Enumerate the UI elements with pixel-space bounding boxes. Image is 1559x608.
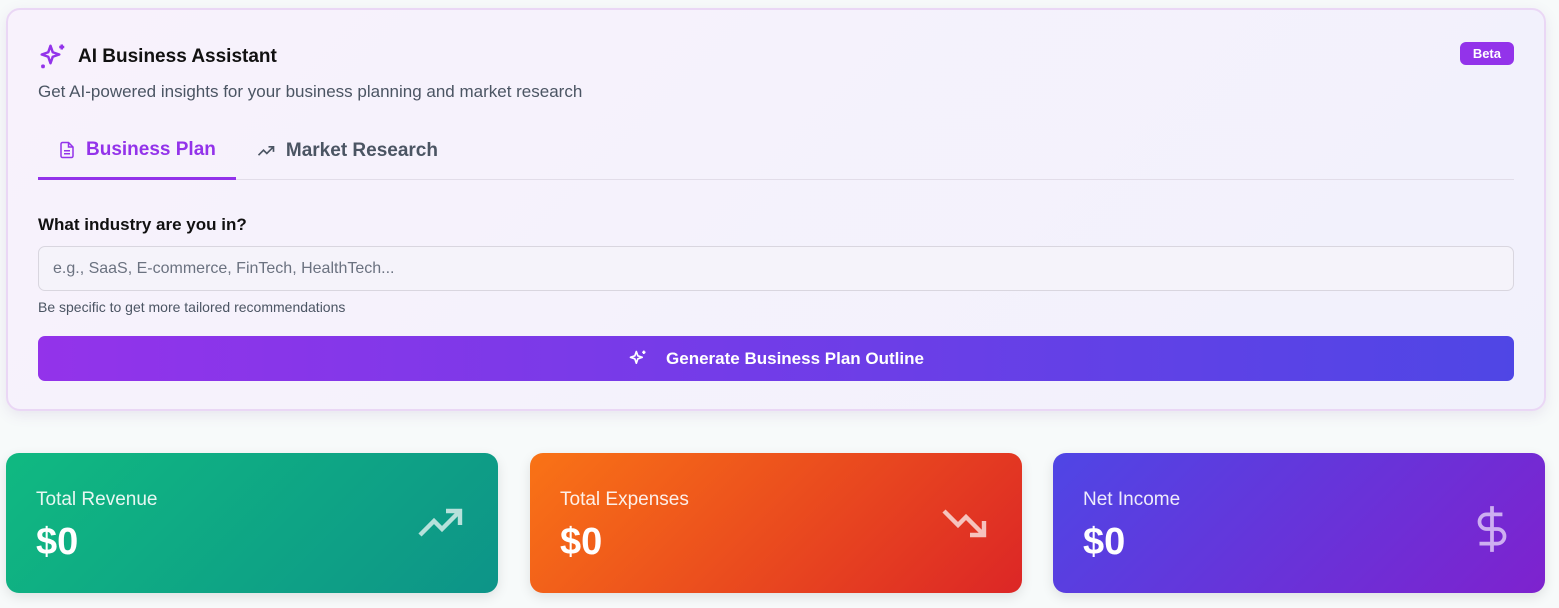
- generate-plan-button[interactable]: Generate Business Plan Outline: [38, 336, 1514, 381]
- tab-label: Market Research: [285, 139, 438, 161]
- stat-label: Total Revenue: [36, 489, 158, 510]
- sparkles-icon: [40, 44, 65, 69]
- assistant-subtitle: Get AI-powered insights for your busines…: [38, 82, 583, 101]
- title-row: AI Business Assistant: [38, 42, 277, 72]
- stat-card-net-income: Net Income $0: [1053, 453, 1545, 593]
- tab-label: Business Plan: [86, 138, 216, 160]
- tab-bar: Business Plan Market Research: [38, 122, 1514, 180]
- stat-card-total-expenses: Total Expenses $0: [530, 453, 1022, 593]
- stat-value: $0: [36, 521, 79, 563]
- trending-up-icon: [257, 145, 275, 156]
- trending-up-icon: [418, 508, 463, 537]
- dollar-sign-icon: [1477, 506, 1507, 552]
- industry-hint: Be specific to get more tailored recomme…: [38, 299, 346, 315]
- tab-business-plan[interactable]: Business Plan: [38, 122, 236, 180]
- tab-market-research[interactable]: Market Research: [236, 122, 458, 179]
- ai-assistant-panel: AI Business Assistant Beta Get AI-powere…: [6, 8, 1546, 411]
- file-text-icon: [60, 141, 74, 158]
- industry-label: What industry are you in?: [38, 215, 247, 234]
- sparkles-icon: [629, 350, 646, 364]
- stat-card-total-revenue: Total Revenue $0: [6, 453, 498, 593]
- generate-label: Generate Business Plan Outline: [666, 348, 924, 368]
- stat-value: $0: [560, 521, 603, 563]
- stat-label: Total Expenses: [560, 489, 689, 510]
- stat-label: Net Income: [1083, 489, 1181, 510]
- assistant-title: AI Business Assistant: [78, 46, 277, 67]
- stat-value: $0: [1083, 521, 1126, 563]
- trending-down-icon: [942, 509, 987, 538]
- beta-badge: Beta: [1459, 42, 1514, 65]
- industry-input[interactable]: [38, 246, 1514, 291]
